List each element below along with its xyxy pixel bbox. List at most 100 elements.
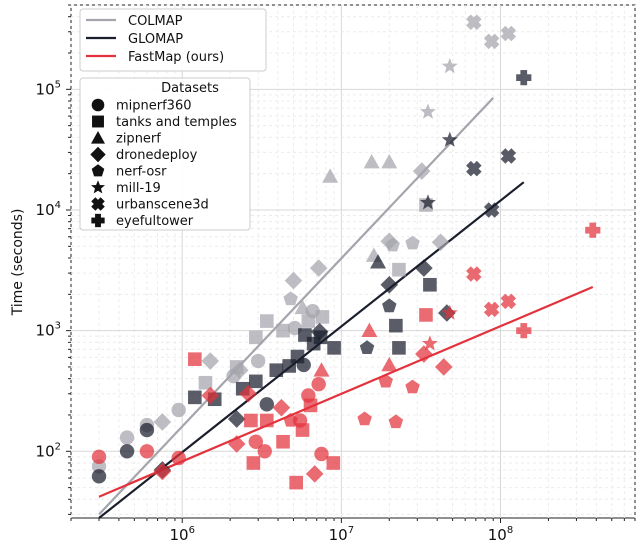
data-point: [246, 456, 261, 470]
data-points: [91, 14, 601, 490]
data-point: [244, 413, 258, 428]
data-point: [423, 277, 437, 292]
data-point: [305, 465, 324, 483]
data-point: [441, 304, 458, 320]
data-point: [119, 444, 135, 459]
y-tick-label: 102: [36, 441, 61, 460]
x-tick-label: 107: [329, 525, 354, 544]
data-point: [378, 373, 393, 388]
data-point: [188, 390, 202, 405]
data-point: [303, 398, 318, 413]
legend-label: urbanscene3d: [116, 198, 209, 213]
legend-label: nerf-osr: [116, 165, 167, 180]
data-point: [441, 131, 458, 147]
legend-label: COLMAP: [128, 14, 183, 29]
data-point: [431, 233, 450, 252]
data-point: [392, 341, 406, 355]
data-point: [239, 384, 258, 403]
data-point: [283, 412, 298, 427]
data-point: [381, 153, 398, 169]
data-point: [516, 70, 532, 86]
data-point: [585, 222, 601, 238]
data-point: [139, 444, 155, 459]
legend-marker: [90, 146, 106, 163]
data-point: [227, 435, 246, 453]
data-point: [313, 362, 330, 377]
y-axis-title: Time (seconds): [10, 209, 26, 317]
y-tick-label: 105: [36, 79, 61, 98]
data-point: [260, 413, 274, 428]
data-point: [294, 299, 311, 315]
data-point: [405, 235, 420, 250]
data-point: [361, 322, 378, 338]
data-point: [466, 266, 482, 282]
legend-marker: [91, 98, 105, 112]
y-axis-ticks: 102 103 104 105: [36, 4, 71, 515]
data-point: [290, 349, 305, 364]
x-tick-label: 106: [169, 525, 194, 544]
x-tick-label: 108: [488, 525, 513, 544]
data-point: [419, 308, 433, 322]
legend-label: mipnerf360: [116, 99, 192, 114]
data-point: [314, 446, 329, 462]
data-point: [119, 430, 135, 445]
data-point: [500, 148, 517, 164]
data-point: [201, 386, 220, 405]
legend-marker: [91, 164, 105, 177]
data-point: [257, 444, 272, 459]
data-point: [311, 376, 326, 392]
data-point: [91, 449, 107, 465]
legend-label: GLOMAP: [128, 32, 183, 47]
data-point: [483, 202, 500, 218]
data-point: [370, 254, 387, 269]
data-point: [249, 374, 263, 389]
data-point: [483, 301, 500, 318]
data-point: [405, 379, 420, 394]
y-tick-label: 104: [36, 200, 61, 219]
data-point: [269, 363, 284, 378]
trend-line: [98, 97, 495, 516]
data-point: [153, 413, 172, 431]
data-point: [272, 398, 291, 417]
data-point: [363, 153, 380, 169]
legend-label: eyefultower: [116, 214, 194, 229]
data-point: [201, 352, 220, 370]
legend-marker: [91, 180, 105, 194]
data-point: [327, 341, 341, 355]
data-point: [415, 345, 433, 363]
methods-legend: COLMAP GLOMAP FastMap (ours): [79, 8, 267, 72]
data-point: [389, 318, 403, 333]
data-point: [322, 168, 339, 183]
data-point: [388, 414, 404, 429]
data-point: [420, 103, 436, 119]
data-point: [250, 353, 266, 369]
data-point: [415, 259, 433, 277]
data-point: [259, 397, 275, 412]
data-point: [315, 310, 330, 324]
data-point: [260, 314, 274, 328]
data-point: [359, 340, 375, 354]
data-point: [483, 33, 500, 50]
data-point: [230, 361, 249, 380]
data-point: [500, 293, 517, 310]
data-point: [301, 314, 316, 328]
legend-label: zipnerf: [116, 132, 161, 147]
datasets-legend-title: Datasets: [161, 81, 219, 96]
legend-label: tanks and temples: [116, 115, 237, 130]
data-point: [276, 434, 290, 449]
data-point: [284, 271, 303, 290]
data-point: [420, 194, 436, 210]
legend-marker: [91, 213, 105, 228]
data-point: [381, 356, 398, 372]
data-point: [198, 375, 213, 390]
data-point: [91, 469, 107, 484]
data-point: [295, 423, 310, 437]
data-point: [310, 322, 329, 341]
data-point: [289, 475, 303, 490]
data-point: [412, 162, 431, 180]
data-point: [326, 456, 341, 470]
data-point: [392, 262, 406, 277]
data-point: [309, 259, 328, 277]
legend-marker: [91, 197, 105, 211]
